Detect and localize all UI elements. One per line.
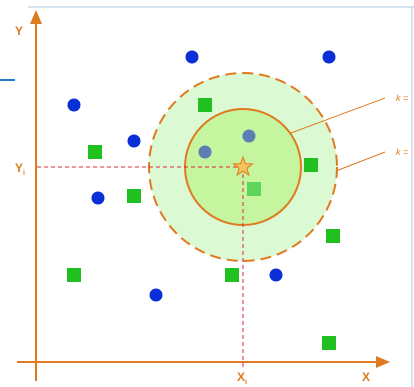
class-a-point [91, 191, 105, 205]
class-a-point [185, 50, 199, 64]
class-b-point [304, 158, 318, 172]
class-b-point [322, 336, 336, 350]
class-a-point [149, 288, 163, 302]
star-icon [232, 155, 254, 177]
class-a-neighbor [242, 129, 256, 143]
query-x-label: Xi [237, 370, 247, 386]
class-b-point [225, 268, 239, 282]
y-axis-arrow [30, 10, 42, 24]
class-b-point [198, 98, 212, 112]
k-leader-outer [335, 151, 386, 172]
y-axis-label: Y [15, 24, 23, 38]
x-axis-arrow [376, 356, 390, 368]
class-b-point [67, 268, 81, 282]
x-axis-label: X [362, 370, 370, 384]
class-a-point [67, 98, 81, 112]
class-b-point [127, 189, 141, 203]
k-label-outer: k = [396, 147, 408, 157]
class-b-point [88, 145, 102, 159]
query-y-label: Yi [15, 161, 25, 177]
class-b-point [326, 229, 340, 243]
k-label-inner: k = [396, 93, 408, 103]
class-a-point [127, 134, 141, 148]
frame-border [28, 6, 414, 387]
class-a-neighbor [198, 145, 212, 159]
class-a-point [269, 268, 283, 282]
class-a-point [322, 50, 336, 64]
class-b-neighbor [247, 182, 261, 196]
k-leader-inner [290, 97, 386, 134]
